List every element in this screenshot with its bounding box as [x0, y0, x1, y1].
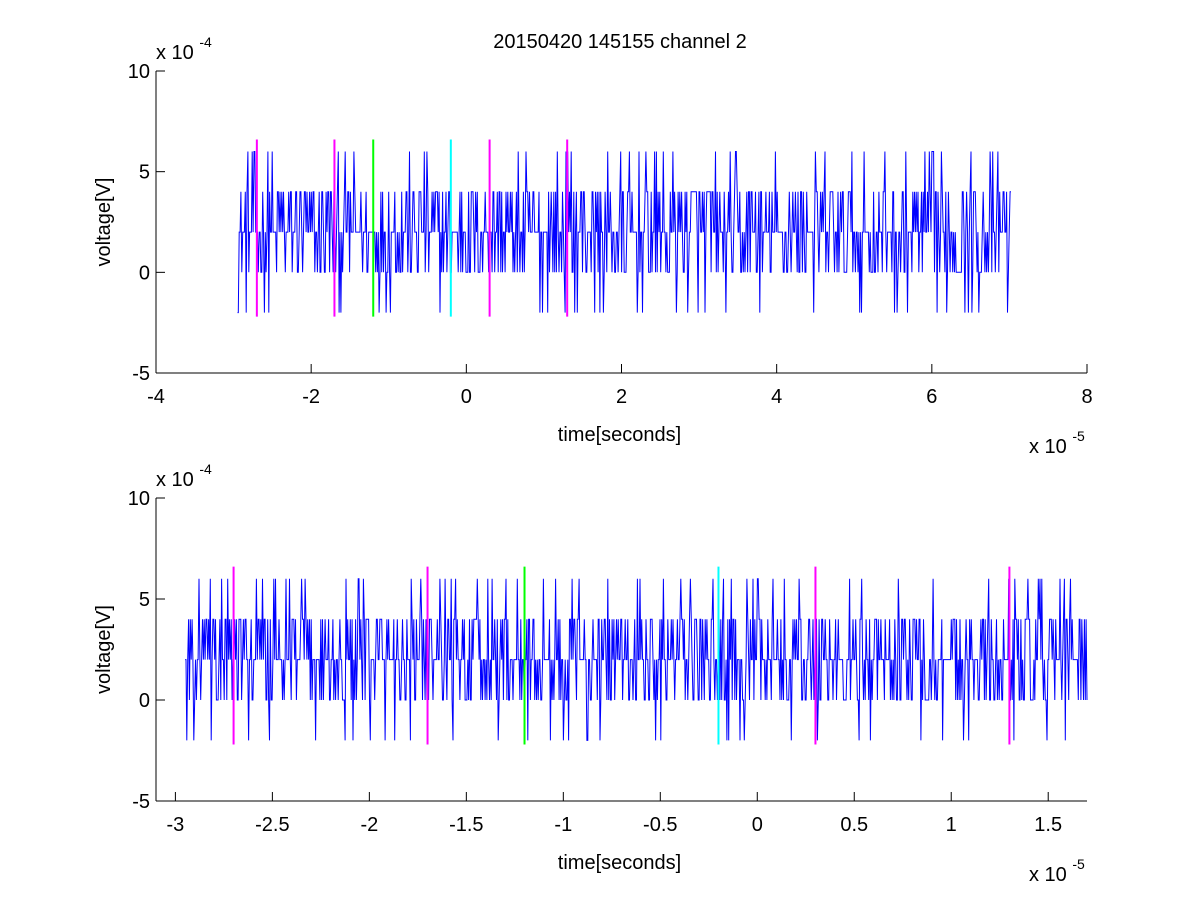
- figure-title: 20150420 145155 channel 2: [493, 31, 747, 53]
- bottom-x-tick-label: -2: [360, 814, 378, 836]
- bottom-x-tick-label: 0.5: [840, 814, 868, 836]
- bottom-x-tick-label: -1: [554, 814, 572, 836]
- bottom-signal-line: [185, 578, 1088, 741]
- bottom-x-tick-label: -1.5: [449, 814, 483, 836]
- top-x-axis-label: time[seconds]: [558, 424, 681, 446]
- top-x-tick-label: 8: [1081, 386, 1092, 408]
- bottom-y-tick-label: -5: [132, 791, 150, 813]
- top-y-tick-label: 0: [139, 262, 150, 284]
- bottom-x-tick-label: -2.5: [255, 814, 289, 836]
- bottom-x-tick-label: -3: [166, 814, 184, 836]
- bottom-x-axis-label: time[seconds]: [558, 852, 681, 874]
- top-x-tick-label: 4: [771, 386, 782, 408]
- top-y-tick-label: 5: [139, 162, 150, 184]
- bottom-x-tick-label: 1: [946, 814, 957, 836]
- top-y-scale-exponent: -4: [199, 34, 212, 50]
- top-y-tick-label: -5: [132, 363, 150, 385]
- bottom-y-tick-label: 10: [128, 488, 150, 510]
- top-chart-panel: -4 -2 0 2 4 6 8-50510time[seconds]voltage[V]x …: [93, 34, 1093, 458]
- top-x-tick-label: 6: [926, 386, 937, 408]
- bottom-y-tick-label: 0: [139, 690, 150, 712]
- bottom-y-scale-exponent: -4: [199, 461, 212, 477]
- top-x-tick-label: 0: [461, 386, 472, 408]
- top-x-tick-label: -2: [302, 386, 320, 408]
- bottom-y-tick-label: 5: [139, 589, 150, 611]
- top-x-scale-exponent: -5: [1072, 428, 1085, 444]
- bottom-x-tick-label: 0: [752, 814, 763, 836]
- top-x-tick-label: -4: [147, 386, 165, 408]
- top-y-axis-label: voltage[V]: [93, 178, 115, 267]
- bottom-chart-panel: -3 -2.5 -2 -1.5 -1 -0.5 0 0.5 1 1.5 -5 0 5 10 time[sec…: [93, 461, 1088, 886]
- top-x-tick-label: 2: [616, 386, 627, 408]
- top-y-tick-label: 10: [128, 61, 150, 83]
- bottom-y-axis-label: voltage[V]: [93, 605, 115, 694]
- bottom-x-scale-exponent: -5: [1072, 856, 1085, 872]
- bottom-x-tick-label: 1.5: [1034, 814, 1062, 836]
- bottom-x-tick-label: -0.5: [643, 814, 677, 836]
- top-signal-line: [237, 151, 1011, 314]
